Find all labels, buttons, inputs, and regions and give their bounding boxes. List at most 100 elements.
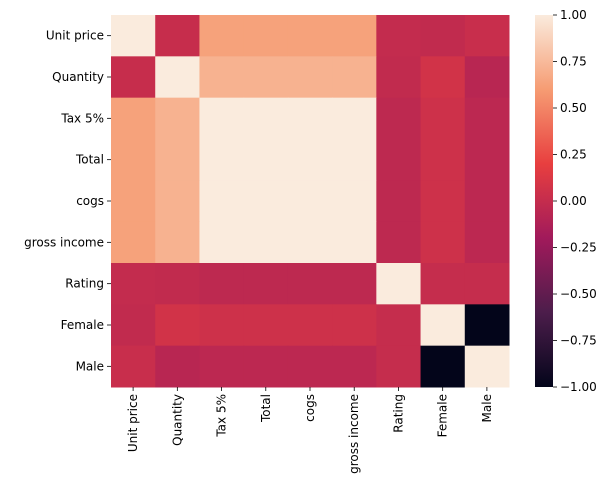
row-tick-labels: Unit price Quantity Tax 5% Total cogs gross i… xyxy=(24,29,111,373)
heatmap-cell xyxy=(155,263,200,305)
heatmap-cell xyxy=(111,56,156,99)
column-tick-label: Unit price xyxy=(126,394,140,452)
heatmap-cell xyxy=(111,263,156,305)
heatmap-cell xyxy=(111,180,156,223)
heatmap-cell xyxy=(199,56,245,99)
colorbar-tick-label: −0.75 xyxy=(560,334,597,348)
heatmap-cell xyxy=(464,304,510,347)
heatmap-cell xyxy=(464,180,510,223)
heatmap-cell xyxy=(155,56,200,99)
heatmap-cell xyxy=(243,263,289,305)
heatmap-cell xyxy=(111,97,156,140)
colorbar: 1.00 0.75 0.50 0.25 0.00 −0.25 −0.50 −0.75 −1.00 xyxy=(535,8,597,394)
heatmap-cell xyxy=(332,221,377,264)
heatmap-cell xyxy=(464,97,510,140)
colorbar-gradient xyxy=(535,15,553,387)
heatmap-cell xyxy=(376,15,422,57)
heatmap-cell xyxy=(243,139,289,181)
heatmap-cell xyxy=(243,345,289,388)
colorbar-tick-label: 0.75 xyxy=(560,55,587,69)
column-tick-label: Female xyxy=(436,394,450,437)
heatmap-cell xyxy=(376,139,422,181)
heatmap-cell xyxy=(287,345,333,388)
heatmap-cell xyxy=(243,15,289,57)
column-tick-label: Quantity xyxy=(170,394,184,446)
heatmap-cell xyxy=(332,304,377,347)
heatmap-cell xyxy=(111,15,156,57)
heatmap-cell xyxy=(243,221,289,264)
column-tick-label: Male xyxy=(480,394,494,422)
column-tick-labels: Unit price Quantity Tax 5% Total cogs gross i… xyxy=(126,387,494,474)
row-tick-label: Rating xyxy=(65,277,104,291)
heatmap-cell xyxy=(420,221,466,264)
heatmap-cell xyxy=(376,221,422,264)
heatmap-cell xyxy=(243,97,289,140)
heatmap-cell xyxy=(420,345,466,388)
heatmap-cell xyxy=(111,139,156,181)
heatmap-cells xyxy=(111,15,510,388)
row-tick-label: Unit price xyxy=(46,29,104,43)
heatmap-cell xyxy=(199,139,245,181)
column-tick-label: Total xyxy=(259,394,273,423)
heatmap-cell xyxy=(287,56,333,99)
row-tick-label: cogs xyxy=(76,194,104,208)
heatmap-cell xyxy=(111,304,156,347)
heatmap-cell xyxy=(376,263,422,305)
heatmap-cell xyxy=(376,56,422,99)
heatmap-cell xyxy=(332,139,377,181)
heatmap-cell xyxy=(155,221,200,264)
heatmap-cell xyxy=(332,97,377,140)
heatmap-cell xyxy=(155,180,200,223)
heatmap-cell xyxy=(243,180,289,223)
heatmap-cell xyxy=(199,221,245,264)
heatmap-cell xyxy=(420,263,466,305)
row-tick-label: Tax 5% xyxy=(60,111,104,125)
colorbar-tick-label: −0.25 xyxy=(560,241,597,255)
heatmap-cell xyxy=(155,97,200,140)
heatmap-cell xyxy=(199,345,245,388)
row-tick-label: Female xyxy=(61,318,104,332)
heatmap-cell xyxy=(243,304,289,347)
column-tick-label: Rating xyxy=(391,394,405,433)
column-tick-label: Tax 5% xyxy=(215,394,229,438)
heatmap-cell xyxy=(376,304,422,347)
heatmap-cell xyxy=(287,263,333,305)
heatmap-cell xyxy=(199,15,245,57)
colorbar-tick-label: 0.25 xyxy=(560,148,587,162)
heatmap-cell xyxy=(199,180,245,223)
heatmap-cell xyxy=(464,263,510,305)
heatmap-cell xyxy=(464,345,510,388)
heatmap-cell xyxy=(155,15,200,57)
column-tick-label: cogs xyxy=(303,394,317,422)
heatmap-cell xyxy=(376,180,422,223)
heatmap-cell xyxy=(420,97,466,140)
heatmap-cell xyxy=(332,263,377,305)
colorbar-tick-label: 0.00 xyxy=(560,194,587,208)
heatmap-cell xyxy=(420,56,466,99)
row-tick-label: Male xyxy=(76,359,104,373)
heatmap-cell xyxy=(464,56,510,99)
row-tick-label: Total xyxy=(75,153,104,167)
heatmap-cell xyxy=(287,180,333,223)
heatmap-cell xyxy=(332,15,377,57)
heatmap-cell xyxy=(287,221,333,264)
heatmap-cell xyxy=(199,97,245,140)
heatmap-cell xyxy=(464,221,510,264)
heatmap-cell xyxy=(420,180,466,223)
heatmap-cell xyxy=(111,221,156,264)
row-tick-label: Quantity xyxy=(52,70,104,84)
heatmap-cell xyxy=(376,345,422,388)
heatmap-cell xyxy=(332,180,377,223)
heatmap-cell xyxy=(199,263,245,305)
heatmap-cell xyxy=(420,304,466,347)
heatmap-cell xyxy=(155,139,200,181)
heatmap-cell xyxy=(111,345,156,388)
heatmap-cell xyxy=(287,15,333,57)
heatmap-cell xyxy=(287,139,333,181)
heatmap-cell xyxy=(155,345,200,388)
heatmap-cell xyxy=(420,15,466,57)
heatmap-cell xyxy=(155,304,200,347)
colorbar-tick-label: 1.00 xyxy=(560,8,587,22)
